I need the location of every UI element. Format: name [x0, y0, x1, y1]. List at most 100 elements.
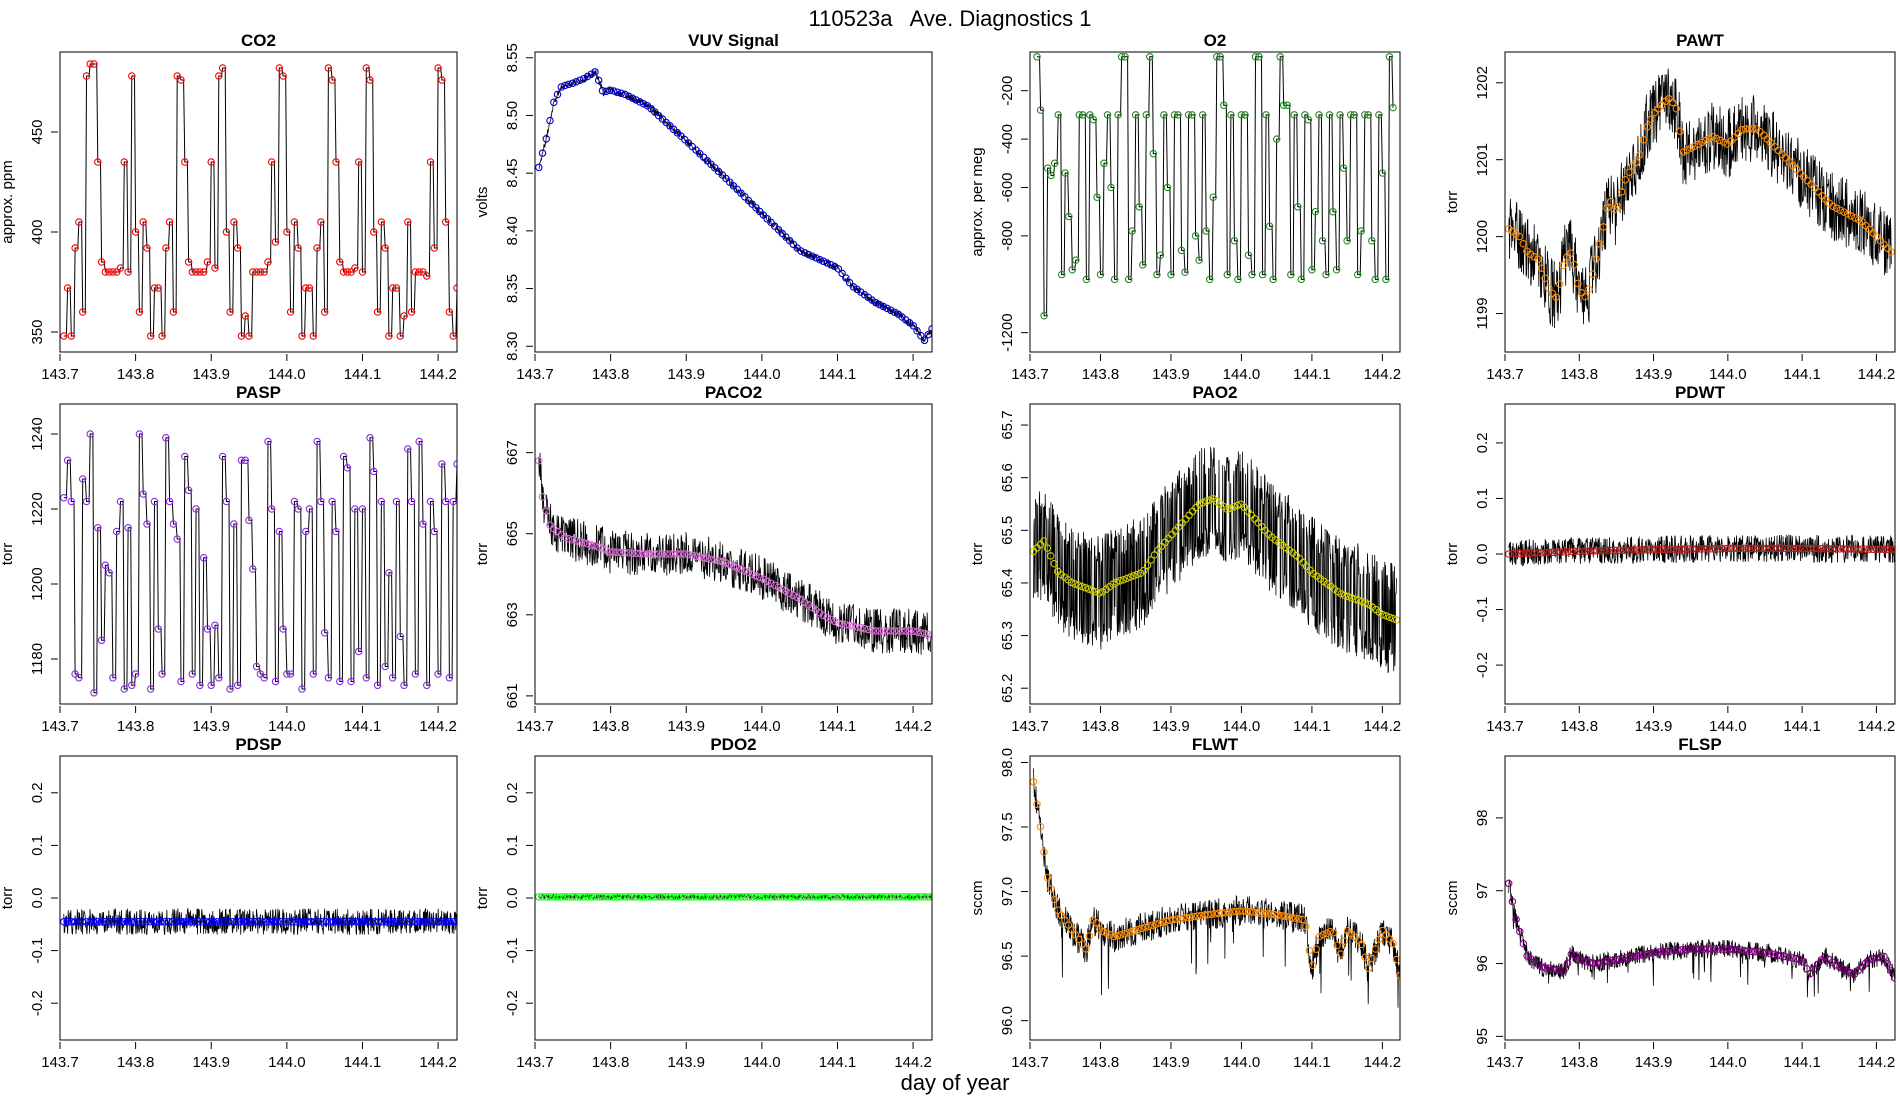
avg-point-pdsp	[423, 917, 431, 926]
avg-point-pdwt	[1585, 547, 1594, 555]
panel-pawt: PAWT torr 143.7 143.8 143.9 144.0 144.1 144.2 11…	[1444, 31, 1896, 383]
avg-point-pdsp	[243, 917, 252, 926]
y-tick-label-pawt: 1201	[1474, 143, 1491, 176]
avg-point-flsp	[1843, 967, 1851, 975]
avg-point-flsp	[1869, 955, 1877, 963]
y-tick-label-pao2: 65.7	[999, 410, 1016, 439]
avg-point-pasp	[128, 681, 136, 690]
avg-point-pawt	[1570, 260, 1579, 269]
avg-point-co2	[264, 258, 272, 266]
x-tick-label-pdwt: 144.0	[1709, 718, 1747, 735]
avg-point-flsp	[1593, 959, 1601, 967]
avg-point-pdo2	[707, 893, 715, 901]
avg-point-flwt	[1144, 922, 1153, 931]
avg-point-vuv	[920, 336, 929, 345]
avg-point-vuv	[845, 278, 854, 287]
avg-point-co2	[165, 218, 174, 226]
avg-point-pdsp	[82, 917, 91, 926]
x-tick-label-pawt: 143.8	[1561, 366, 1599, 383]
avg-point-pdwt	[1549, 548, 1557, 557]
avg-point-flsp	[1685, 945, 1693, 953]
avg-point-pdwt	[1839, 545, 1848, 553]
avg-point-pdsp	[355, 917, 364, 926]
avg-point-vuv	[564, 80, 573, 89]
avg-point-flwt	[1305, 946, 1314, 955]
avg-point-pawt	[1745, 125, 1753, 133]
avg-point-pdo2	[887, 893, 895, 901]
y-tick-label-paco2: 665	[504, 521, 521, 546]
avg-point-paco2	[579, 538, 588, 547]
avg-point-pdwt	[1519, 549, 1528, 558]
x-tick-label-flsp: 143.8	[1561, 1054, 1599, 1071]
avg-point-pao2	[1147, 556, 1155, 564]
avg-point-pawt	[1709, 132, 1717, 141]
avg-point-vuv	[879, 302, 888, 311]
avg-point-pasp	[75, 674, 83, 682]
avg-point-o2	[1082, 275, 1091, 284]
avg-point-pasp	[135, 430, 144, 438]
avg-point-flsp	[1611, 956, 1620, 964]
avg-point-co2	[419, 268, 427, 276]
avg-point-flsp	[1836, 963, 1844, 972]
avg-point-flwt	[1193, 912, 1202, 920]
panel-flsp: FLSP sccm 143.7 143.8 143.9 144.0 144.1 144.2 95…	[1444, 735, 1896, 1071]
avg-point-o2	[1124, 275, 1133, 284]
avg-point-pao2	[1361, 599, 1370, 607]
plot-area-flwt	[1030, 768, 1400, 1008]
avg-point-flsp	[1699, 945, 1708, 953]
avg-point-pdo2	[651, 893, 659, 901]
avg-point-co2	[135, 308, 144, 316]
avg-point-pawt	[1672, 104, 1681, 113]
plot-frame-pdo2	[534, 755, 933, 1041]
avg-point-pao2	[1067, 578, 1076, 587]
avg-point-pdo2	[804, 893, 813, 901]
panel-pdsp: PDSP torr 143.7 143.8 143.9 144.0 144.1 144.2 -0…	[0, 735, 458, 1071]
avg-point-pdsp	[430, 917, 439, 926]
avg-point-paco2	[568, 535, 577, 544]
avg-point-co2	[71, 244, 79, 252]
avg-point-co2	[60, 332, 68, 340]
avg-point-pasp	[173, 535, 181, 543]
y-tick-label-flsp: 97	[1474, 882, 1491, 899]
avg-point-pdwt	[1813, 544, 1822, 553]
avg-point-co2	[332, 158, 340, 166]
y-tick-label-paco2: 663	[504, 602, 521, 627]
avg-point-flwt	[1260, 909, 1268, 918]
avg-point-paco2	[711, 556, 719, 564]
avg-point-pdo2	[688, 893, 697, 901]
avg-point-paco2	[894, 627, 903, 635]
avg-point-o2	[1385, 53, 1394, 61]
plot-frame-vuv	[534, 51, 933, 353]
avg-point-pawt	[1843, 210, 1852, 218]
avg-point-pdo2	[902, 893, 910, 901]
avg-point-pao2	[1351, 595, 1359, 603]
avg-point-vuv	[568, 79, 577, 88]
avg-point-o2	[1276, 53, 1284, 61]
avg-point-pasp	[101, 561, 110, 570]
avg-point-pdwt	[1821, 544, 1829, 553]
avg-point-pawt	[1851, 214, 1859, 222]
avg-point-o2	[1265, 222, 1274, 230]
avg-point-pdwt	[1825, 545, 1833, 553]
plot-frame-pdwt	[1504, 403, 1896, 705]
avg-point-pdsp	[202, 917, 210, 926]
plot-area-pasp	[60, 430, 457, 697]
plot-frame-pdsp	[59, 755, 458, 1041]
avg-point-flwt	[1302, 922, 1310, 931]
avg-point-pdsp	[97, 917, 105, 926]
figure-title: 110523a Ave. Diagnostics 1	[809, 6, 1092, 31]
x-tick-label-o2: 144.1	[1293, 366, 1331, 383]
avg-point-pasp	[215, 674, 223, 682]
plot-frame-flwt	[1029, 755, 1401, 1041]
avg-point-flsp	[1582, 957, 1590, 966]
avg-point-paco2	[703, 554, 712, 563]
avg-point-pasp	[109, 674, 117, 682]
avg-point-pdwt	[1876, 545, 1885, 554]
avg-point-pdo2	[579, 893, 588, 901]
avg-point-flwt	[1064, 921, 1073, 929]
avg-point-flwt	[1172, 915, 1181, 923]
avg-point-paco2	[591, 541, 599, 550]
avg-point-paco2	[763, 577, 771, 585]
avg-point-pawt	[1690, 142, 1699, 150]
avg-point-flsp	[1567, 950, 1576, 958]
